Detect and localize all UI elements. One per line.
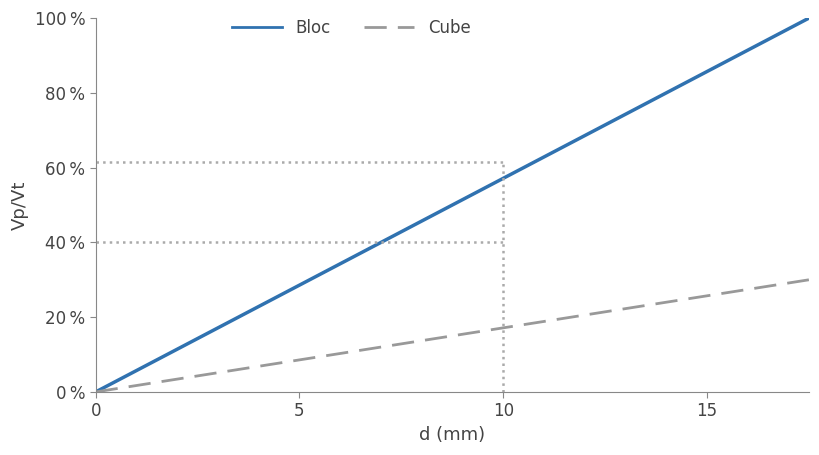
Cube [91, 389, 101, 394]
Bloc [803, 15, 812, 21]
Y-axis label: Vp/Vt: Vp/Vt [11, 180, 29, 230]
Bloc [91, 389, 101, 394]
Bloc [514, 167, 524, 172]
Bloc [675, 83, 685, 88]
Cube [514, 323, 524, 328]
Legend: Bloc, Cube: Bloc, Cube [232, 19, 470, 37]
Bloc [476, 187, 486, 192]
Line: Bloc: Bloc [96, 18, 808, 392]
Line: Cube: Cube [96, 280, 808, 392]
Cube [476, 329, 486, 334]
Cube [786, 280, 796, 285]
Cube [429, 336, 439, 341]
Cube [433, 335, 443, 341]
Bloc [433, 209, 443, 215]
Cube [803, 277, 812, 283]
X-axis label: d (mm): d (mm) [419, 426, 485, 444]
Bloc [786, 25, 796, 30]
Cube [675, 297, 685, 303]
Bloc [429, 212, 439, 217]
